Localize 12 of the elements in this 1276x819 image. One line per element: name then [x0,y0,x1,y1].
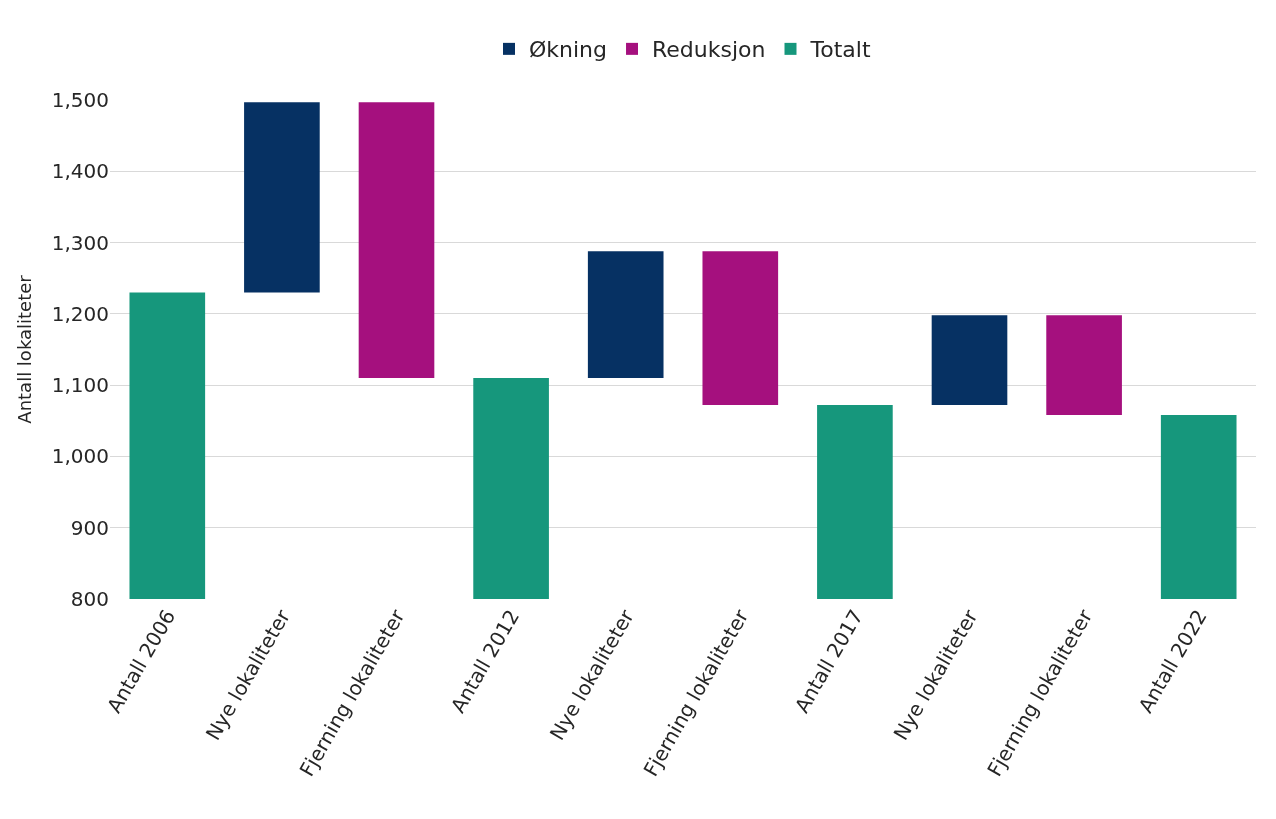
legend-label: Økning [529,37,608,63]
y-tick-label: 1,300 [51,230,109,255]
y-tick-label: 1,000 [51,444,109,469]
y-tick-label: 900 [70,515,109,540]
y-tick-label: 1,100 [51,373,109,398]
y-tick-label: 1,500 [51,88,109,112]
legend-label: Totalt [809,37,871,63]
y-tick-label: 800 [70,587,109,611]
y-tick-label: 1,400 [51,159,109,184]
y-tick-label: 1,200 [51,301,109,326]
legend-label: Reduksjon [652,37,766,63]
y-axis-title: Antall lokaliteter [13,274,35,424]
